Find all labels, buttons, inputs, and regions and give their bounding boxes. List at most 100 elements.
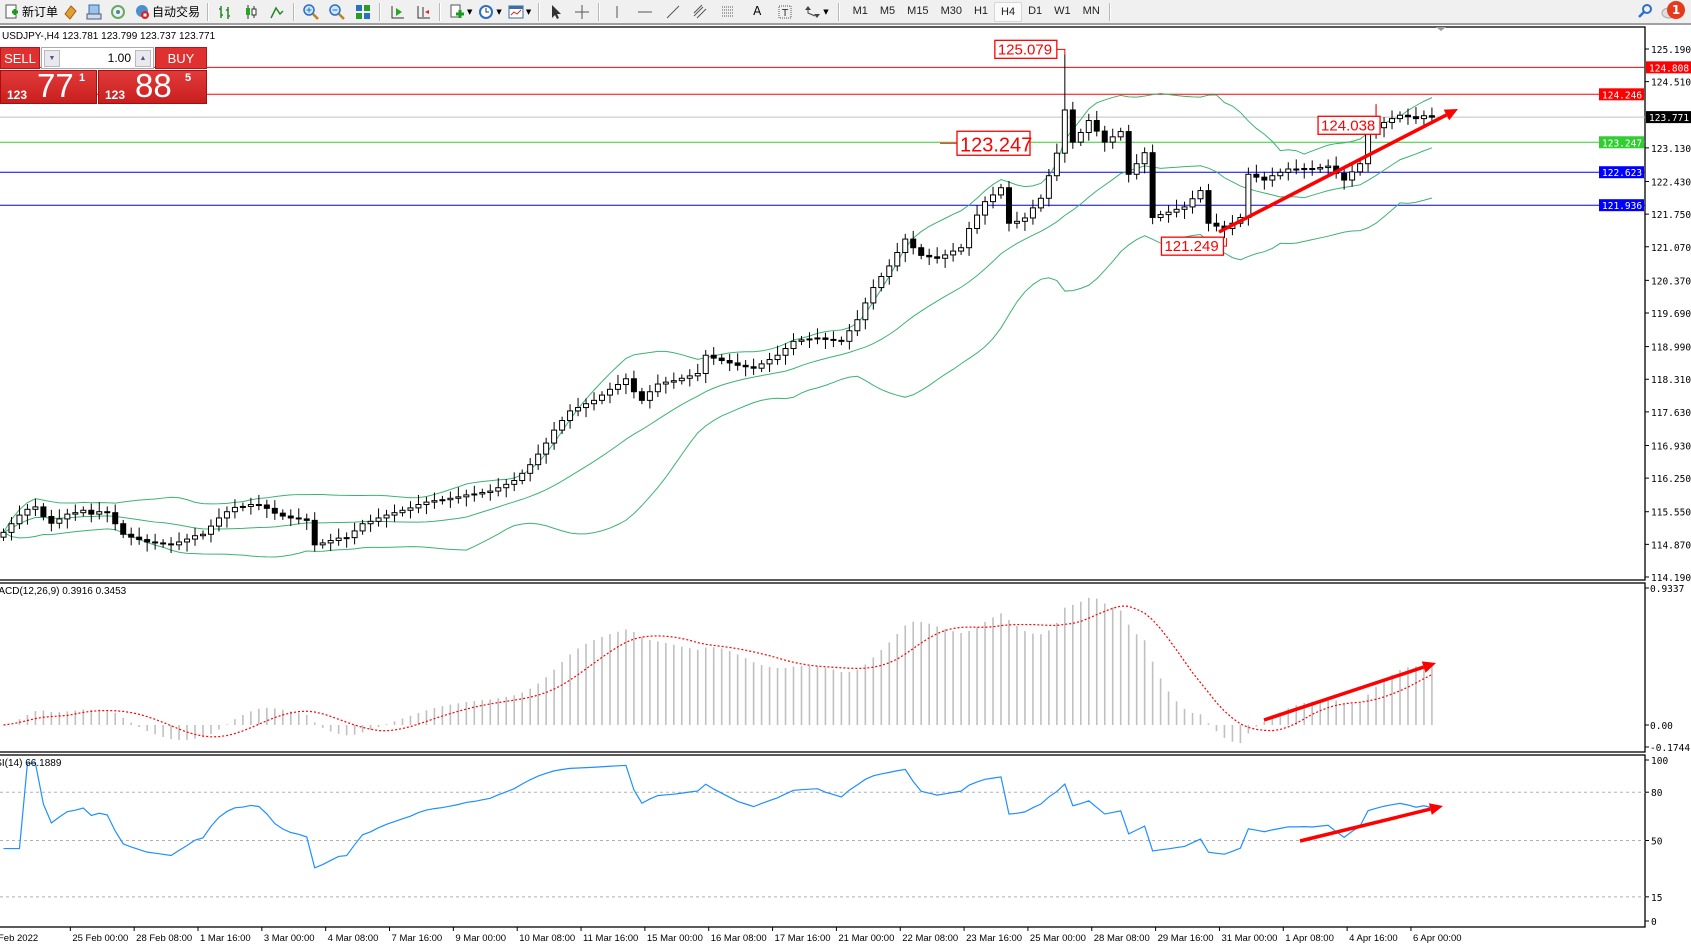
price-tick-label: 124.510 — [1651, 78, 1691, 89]
horizontal-line-icon[interactable] — [637, 4, 653, 20]
candle — [862, 297, 869, 330]
timeframe-d1[interactable]: D1 — [1028, 4, 1043, 17]
sell-price-button[interactable]: 123 77 1 — [0, 70, 97, 104]
timeframe-m30[interactable]: M30 — [940, 4, 962, 17]
lot-size-stepper[interactable]: ▼ ▲ — [41, 47, 154, 69]
text-icon[interactable]: A — [753, 3, 762, 18]
search-icon[interactable] — [1637, 3, 1653, 19]
fibonacci-icon[interactable] — [721, 4, 737, 20]
lot-increase-button[interactable]: ▲ — [135, 50, 151, 67]
dropdown-arrow-icon[interactable]: ▼ — [467, 7, 473, 16]
data-window-icon[interactable] — [86, 4, 102, 20]
candle-body — [950, 250, 957, 256]
candle-body — [990, 194, 997, 203]
candle — [774, 345, 781, 365]
symbol-info: USDJPY-,H4 123.781 123.799 123.737 123.7… — [2, 31, 216, 42]
sell-button[interactable]: SELL — [0, 47, 40, 69]
cursor-icon[interactable] — [548, 4, 564, 20]
candle-body — [1309, 168, 1316, 171]
signal-icon[interactable] — [110, 4, 126, 20]
candle-body — [583, 403, 590, 409]
vertical-line-icon[interactable] — [609, 4, 625, 20]
candle-body — [128, 533, 135, 538]
price-annotation[interactable]: 123.247 — [940, 130, 1032, 156]
time-label: 9 Mar 00:00 — [455, 933, 506, 944]
candle — [1133, 154, 1140, 180]
auto-trading-button[interactable]: 自动交易 — [130, 1, 204, 22]
notification-badge[interactable]: 1 — [1667, 1, 1685, 19]
lot-size-input[interactable] — [62, 50, 133, 66]
candle — [958, 243, 965, 255]
buy-price-pips: 88 — [135, 70, 172, 104]
text-label-icon[interactable]: T — [777, 4, 793, 20]
zoom-out-icon[interactable] — [329, 3, 345, 20]
auto-scroll-icon[interactable] — [389, 4, 405, 20]
lot-decrease-button[interactable]: ▼ — [44, 50, 60, 67]
candlestick-icon[interactable] — [243, 4, 259, 20]
candle — [934, 247, 941, 264]
candle-body — [742, 364, 749, 368]
bollinger-lower-band — [3, 197, 1433, 558]
dropdown-arrow-icon[interactable]: ▼ — [823, 7, 829, 16]
candle — [1101, 125, 1108, 152]
candle-body — [1341, 172, 1348, 181]
dropdown-arrow-icon[interactable]: ▼ — [525, 7, 532, 16]
time-label: 1 Mar 16:00 — [200, 933, 251, 944]
candle — [583, 398, 590, 418]
candle-body — [1285, 168, 1292, 173]
candle — [128, 527, 135, 546]
candle — [1309, 160, 1316, 176]
macd-trend-arrow[interactable] — [1263, 661, 1436, 722]
candle — [40, 503, 47, 521]
buy-price-button[interactable]: 123 88 5 — [98, 70, 207, 104]
price-annotation[interactable]: 125.079 — [994, 39, 1066, 59]
timeframe-h1[interactable]: H1 — [973, 4, 989, 17]
chart-shift-icon[interactable] — [415, 4, 431, 20]
price-level-tag — [1646, 111, 1691, 124]
rsi-axis-label: 0 — [1651, 917, 1657, 928]
buy-button[interactable]: BUY — [155, 47, 207, 69]
candle-body — [535, 453, 542, 466]
price-annotation[interactable]: 121.249 — [1160, 236, 1227, 256]
rsi-trend-arrow[interactable] — [1299, 803, 1443, 843]
candle — [1061, 54, 1068, 163]
time-label: 11 Mar 16:00 — [583, 933, 638, 944]
rsi-axis-label: 80 — [1651, 788, 1663, 799]
candle-body — [120, 523, 127, 535]
timeframe-w1[interactable]: W1 — [1054, 4, 1071, 17]
annotation-box — [1160, 236, 1225, 256]
crosshair-icon[interactable] — [574, 4, 590, 20]
timeframe-h4[interactable]: H4 — [994, 1, 1023, 22]
new-order-button[interactable]: 新订单 — [0, 1, 62, 22]
trendline-icon[interactable] — [665, 4, 681, 20]
arrows-icon[interactable] — [805, 4, 821, 20]
market-watch-icon[interactable] — [62, 4, 78, 20]
dropdown-arrow-icon[interactable]: ▼ — [496, 7, 502, 16]
line-chart-icon[interactable] — [269, 4, 285, 20]
tile-windows-icon[interactable] — [355, 4, 371, 20]
auto-trading-icon — [134, 4, 150, 20]
price-annotation[interactable]: 124.038 — [1317, 104, 1381, 135]
time-label: 21 Mar 00:00 — [838, 933, 894, 944]
time-label: Feb 2022 — [0, 933, 38, 944]
price-chart[interactable]: 125.079 123.247 121.249 124.038 — [0, 39, 1645, 558]
candle — [966, 221, 973, 256]
indicators-icon[interactable] — [449, 4, 465, 20]
candle-body — [575, 407, 582, 412]
timeframe-m5[interactable]: M5 — [879, 4, 896, 17]
templates-icon[interactable] — [508, 4, 524, 20]
macd-panel[interactable] — [3, 597, 1437, 744]
periods-clock-icon[interactable] — [478, 4, 494, 20]
time-label: 6 Apr 00:00 — [1413, 933, 1462, 944]
candle-body — [1277, 171, 1284, 177]
candle-body — [1412, 116, 1419, 120]
timeframe-mn[interactable]: MN — [1082, 4, 1100, 17]
trend-arrow[interactable] — [1218, 109, 1458, 234]
rsi-panel[interactable] — [0, 762, 1645, 898]
bar-chart-icon[interactable] — [217, 4, 233, 20]
equidistant-channel-icon[interactable] — [693, 4, 709, 20]
zoom-in-icon[interactable] — [303, 3, 319, 20]
timeframe-m15[interactable]: M15 — [907, 4, 929, 17]
timeframe-m1[interactable]: M1 — [852, 4, 868, 17]
